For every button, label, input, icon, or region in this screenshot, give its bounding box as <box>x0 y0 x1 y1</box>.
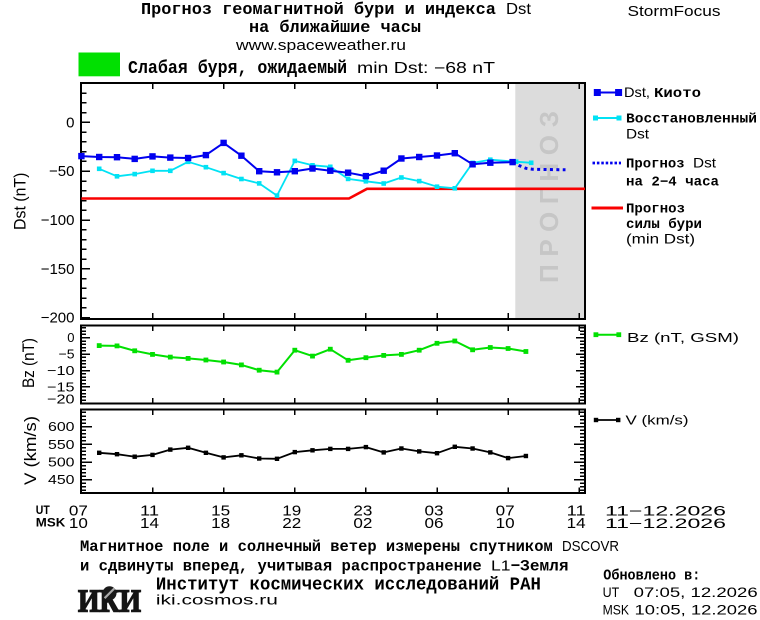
svg-text:10: 10 <box>496 515 515 532</box>
svg-text:www.spaceweather.ru: www.spaceweather.ru <box>235 37 406 54</box>
svg-text:MSK: MSK <box>36 518 66 530</box>
svg-text:−20: −20 <box>47 392 75 407</box>
svg-text:550: 550 <box>48 437 75 452</box>
svg-text:−15: −15 <box>47 379 75 394</box>
svg-text:(min Dst): (min Dst) <box>626 231 695 247</box>
svg-text:ИКИ: ИКИ <box>78 583 141 619</box>
svg-text:−5: −5 <box>59 347 75 362</box>
svg-text:UT: UT <box>36 505 50 517</box>
svg-text:Обновлено в:: Обновлено в: <box>603 567 700 584</box>
svg-text:02: 02 <box>353 515 372 532</box>
svg-text:Институт космических исследова: Институт космических исследований РАН <box>156 576 541 596</box>
svg-text:−10: −10 <box>47 363 75 378</box>
svg-text:11: 11 <box>567 503 586 520</box>
svg-text:06: 06 <box>425 515 444 532</box>
svg-text:Bz (nT): Bz (nT) <box>19 338 38 388</box>
svg-text:11: 11 <box>140 503 159 520</box>
svg-text:11−12.2026: 11−12.2026 <box>605 504 726 519</box>
svg-text:14: 14 <box>567 515 586 532</box>
svg-text:450: 450 <box>48 472 75 487</box>
svg-text:18: 18 <box>211 515 230 532</box>
svg-text:−50: −50 <box>49 163 74 180</box>
svg-text:Dst, Киото: Dst, Киото <box>624 84 701 102</box>
svg-text:Слабая буря, ожидаемый min Dst: Слабая буря, ожидаемый min Dst: −68 nT <box>128 58 496 79</box>
svg-text:Прогноз Dst: Прогноз Dst <box>626 156 716 173</box>
svg-text:ПРОГНОЗ: ПРОГНОЗ <box>534 111 564 283</box>
svg-text:Dst: Dst <box>626 127 649 142</box>
svg-text:14: 14 <box>140 515 159 532</box>
svg-text:V (km/s): V (km/s) <box>626 413 689 428</box>
svg-text:0: 0 <box>67 330 74 345</box>
svg-text:на ближайшие часы: на ближайшие часы <box>249 18 421 37</box>
svg-text:Прогноз геомагнитной бури и ин: Прогноз геомагнитной бури и индекса Dst <box>141 0 532 19</box>
svg-text:Восстановленный: Восстановленный <box>626 113 757 128</box>
svg-text:19: 19 <box>282 503 301 520</box>
svg-text:07: 07 <box>69 503 88 520</box>
svg-text:07: 07 <box>496 503 515 520</box>
svg-text:23: 23 <box>353 503 372 520</box>
svg-text:15: 15 <box>211 503 230 520</box>
svg-text:−150: −150 <box>41 261 75 278</box>
svg-text:−100: −100 <box>41 212 75 229</box>
svg-text:600: 600 <box>48 419 75 434</box>
svg-text:и сдвинуты вперед, учитывая ра: и сдвинуты вперед, учитывая распростране… <box>80 558 569 576</box>
svg-text:10: 10 <box>69 515 88 532</box>
svg-text:11−12.2026: 11−12.2026 <box>605 516 726 531</box>
svg-text:500: 500 <box>48 455 75 470</box>
svg-text:iki.cosmos.ru: iki.cosmos.ru <box>156 592 278 608</box>
svg-text:03: 03 <box>425 503 444 520</box>
svg-text:−200: −200 <box>41 310 75 327</box>
svg-text:Dst (nT): Dst (nT) <box>11 173 30 230</box>
svg-text:V (km/s): V (km/s) <box>21 416 40 485</box>
svg-text:на 2−4 часа: на 2−4 часа <box>626 176 719 191</box>
svg-text:Прогноз: Прогноз <box>626 203 685 218</box>
svg-text:силы бури: силы бури <box>626 217 702 233</box>
svg-text:Bz (nT, GSM): Bz (nT, GSM) <box>627 330 739 345</box>
svg-text:0: 0 <box>66 114 74 131</box>
svg-text:StormFocus: StormFocus <box>628 3 721 20</box>
svg-text:22: 22 <box>282 515 301 532</box>
svg-text:Магнитное поле и солнечный вет: Магнитное поле и солнечный ветер измерен… <box>80 538 619 556</box>
